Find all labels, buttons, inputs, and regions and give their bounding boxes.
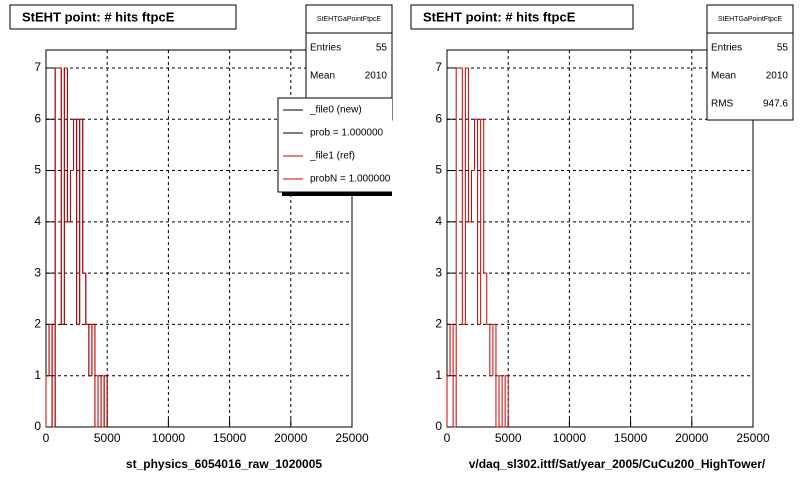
x-tick-label: 10000 bbox=[152, 431, 186, 445]
histogram-step bbox=[492, 323, 496, 376]
x-tick-label: 0 bbox=[43, 431, 50, 445]
histogram-step bbox=[54, 67, 59, 427]
x-tick-label: 25000 bbox=[335, 431, 369, 445]
stats-label: Entries bbox=[711, 43, 742, 54]
x-tick-label: 10000 bbox=[553, 431, 587, 445]
histogram-step bbox=[483, 119, 487, 274]
histogram-step bbox=[480, 118, 484, 325]
y-tick-label: 4 bbox=[435, 214, 442, 228]
x-tick-label: 5000 bbox=[94, 431, 121, 445]
x-tick-label: 5000 bbox=[495, 431, 522, 445]
histogram-step bbox=[477, 119, 481, 325]
histogram-step bbox=[85, 273, 89, 325]
x-tick-label: 15000 bbox=[213, 431, 247, 445]
legend-label: prob = 1.000000 bbox=[310, 128, 384, 139]
stats-title: StEHTGaPointFtpcE bbox=[317, 16, 382, 23]
histogram-step bbox=[464, 67, 469, 325]
stats-label: Mean bbox=[310, 71, 335, 82]
chart-title: StEHT point: # hits ftpcE bbox=[423, 9, 576, 24]
y-tick-label: 7 bbox=[34, 60, 41, 74]
title-box bbox=[410, 4, 634, 30]
stats-box bbox=[706, 4, 794, 121]
legend-label: _file0 (new) bbox=[309, 105, 362, 116]
y-tick-label: 0 bbox=[435, 419, 442, 433]
title-box bbox=[9, 4, 237, 30]
y-tick-label: 6 bbox=[435, 111, 442, 125]
x-tick-label: 15000 bbox=[614, 431, 648, 445]
histogram-step bbox=[467, 67, 472, 223]
histogram-step bbox=[82, 119, 86, 274]
stats-value: 2010 bbox=[766, 71, 789, 82]
histogram-step bbox=[88, 324, 92, 377]
stats-label: Entries bbox=[310, 43, 341, 54]
x-tick-label: 20000 bbox=[274, 431, 308, 445]
legend: _file0 (new) prob = 1.000000 _file1 (ref) p… bbox=[277, 97, 392, 196]
y-tick-label: 5 bbox=[34, 163, 41, 177]
stats-value: 55 bbox=[777, 43, 789, 54]
histogram-step bbox=[103, 375, 108, 427]
histogram-step bbox=[94, 324, 99, 428]
legend-box bbox=[277, 97, 392, 193]
y-tick-label: 5 bbox=[435, 163, 442, 177]
stats-title: StEHTGaPointFtpcE bbox=[718, 16, 783, 23]
histogram-step bbox=[76, 119, 80, 325]
stats-value: 2010 bbox=[365, 71, 388, 82]
histogram-step bbox=[455, 67, 460, 427]
y-tick-label: 1 bbox=[34, 368, 41, 382]
y-tick-label: 7 bbox=[435, 60, 442, 74]
x-tick-label: 25000 bbox=[736, 431, 770, 445]
histogram-step bbox=[73, 118, 77, 171]
histogram-step bbox=[51, 324, 56, 428]
y-tick-label: 3 bbox=[435, 265, 442, 279]
histogram-step bbox=[45, 375, 50, 427]
histogram-step bbox=[91, 323, 95, 376]
histogram-step bbox=[486, 273, 490, 325]
legend-label: _file1 (ref) bbox=[309, 151, 355, 162]
histogram-step bbox=[501, 375, 506, 428]
histogram-step bbox=[100, 375, 105, 428]
stats-value: 947.6 bbox=[763, 99, 788, 110]
x-axis-label: v/daq_sl302.ittf/Sat/year_2005/CuCu200_H… bbox=[469, 457, 766, 471]
stats-label: Mean bbox=[711, 71, 736, 82]
histogram-step bbox=[48, 323, 53, 376]
histogram-step bbox=[461, 67, 466, 325]
x-tick-label: 20000 bbox=[675, 431, 709, 445]
legend-label: probN = 1.000000 bbox=[310, 174, 391, 185]
histogram-step bbox=[495, 324, 500, 428]
histogram-step bbox=[63, 67, 68, 325]
y-tick-label: 4 bbox=[34, 214, 41, 228]
y-tick-label: 1 bbox=[435, 368, 442, 382]
y-tick-label: 2 bbox=[34, 317, 41, 331]
histogram-step bbox=[79, 118, 83, 325]
stats-value: 55 bbox=[376, 43, 388, 54]
histogram-step bbox=[489, 324, 493, 377]
histogram-step bbox=[66, 67, 71, 223]
histogram-step bbox=[446, 375, 451, 427]
histogram-step bbox=[452, 324, 457, 428]
histogram-step bbox=[504, 375, 509, 427]
y-tick-label: 6 bbox=[34, 111, 41, 125]
histogram-step bbox=[449, 323, 454, 376]
x-tick-label: 0 bbox=[444, 431, 451, 445]
histogram-step bbox=[498, 375, 503, 427]
y-tick-label: 0 bbox=[34, 419, 41, 433]
y-tick-label: 2 bbox=[435, 317, 442, 331]
y-tick-label: 3 bbox=[34, 265, 41, 279]
histogram-step bbox=[470, 170, 475, 222]
chart-title: StEHT point: # hits ftpcE bbox=[22, 9, 175, 24]
plot-frame bbox=[446, 49, 754, 428]
x-axis-label: st_physics_6054016_raw_1020005 bbox=[126, 457, 322, 471]
histogram-step bbox=[474, 118, 478, 171]
histogram-step bbox=[69, 170, 74, 222]
stats-label: RMS bbox=[711, 99, 734, 110]
histogram-step bbox=[60, 67, 65, 325]
histogram-step bbox=[97, 375, 102, 427]
